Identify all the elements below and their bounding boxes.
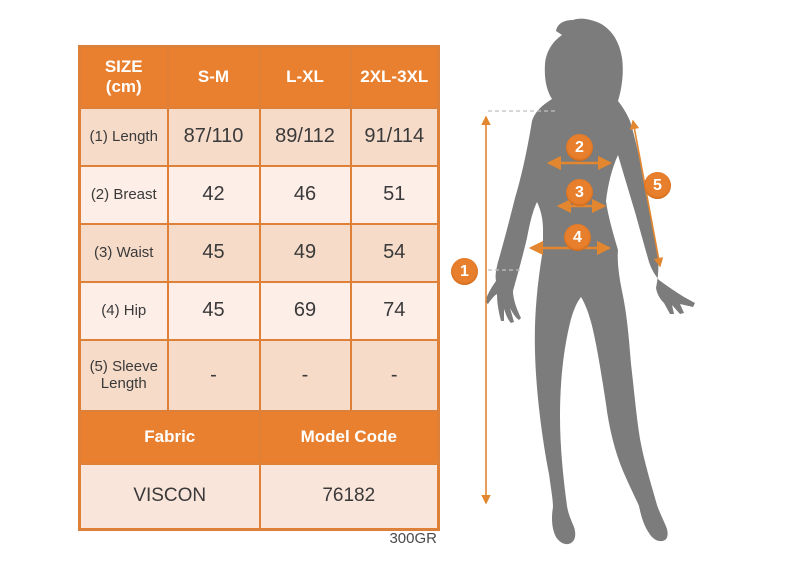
col-header-2xl3xl: 2XL-3XL	[349, 45, 440, 109]
length-2xl3xl: 91/114	[349, 106, 440, 167]
row-label: (5) Sleeve Length	[78, 338, 169, 412]
model-code-value: 76182	[258, 462, 440, 531]
body-silhouette	[485, 18, 695, 545]
marker-3: 3	[566, 179, 593, 206]
fabric-value: VISCON	[78, 462, 261, 531]
size-cm-header: SIZE (cm)	[78, 45, 169, 109]
fabric-header: Fabric	[78, 409, 261, 465]
table-footer-value-row: VISCON 76182	[78, 462, 440, 531]
marker-1: 1	[451, 258, 478, 285]
col-header-sm: S-M	[166, 45, 261, 109]
size-chart-table: SIZE (cm) S-M L-XL 2XL-3XL (1) Length 87…	[78, 45, 440, 531]
row-label: (1) Length	[78, 106, 169, 167]
table-footer-header-row: Fabric Model Code	[78, 409, 440, 465]
marker-5: 5	[644, 172, 671, 199]
waist-lxl: 49	[258, 222, 352, 283]
table-row-breast: (2) Breast 42 46 51	[78, 164, 440, 225]
hip-lxl: 69	[258, 280, 352, 341]
weight-note: 300GR	[389, 530, 437, 547]
table-header-row: SIZE (cm) S-M L-XL 2XL-3XL	[78, 45, 440, 109]
model-code-header: Model Code	[258, 409, 440, 465]
table-row-hip: (4) Hip 45 69 74	[78, 280, 440, 341]
sleeve-sm: -	[166, 338, 261, 412]
waist-2xl3xl: 54	[349, 222, 440, 283]
row-label: (4) Hip	[78, 280, 169, 341]
sleeve-2xl3xl: -	[349, 338, 440, 412]
marker-4: 4	[564, 224, 591, 251]
sleeve-lxl: -	[258, 338, 352, 412]
breast-sm: 42	[166, 164, 261, 225]
breast-lxl: 46	[258, 164, 352, 225]
table-row-length: (1) Length 87/110 89/112 91/114	[78, 106, 440, 167]
hip-sm: 45	[166, 280, 261, 341]
row-label: (2) Breast	[78, 164, 169, 225]
waist-sm: 45	[166, 222, 261, 283]
table-row-waist: (3) Waist 45 49 54	[78, 222, 440, 283]
breast-2xl3xl: 51	[349, 164, 440, 225]
length-lxl: 89/112	[258, 106, 352, 167]
row-label: (3) Waist	[78, 222, 169, 283]
marker-2: 2	[566, 134, 593, 161]
table-row-sleeve: (5) Sleeve Length - - -	[78, 338, 440, 412]
hip-2xl3xl: 74	[349, 280, 440, 341]
length-sm: 87/110	[166, 106, 261, 167]
col-header-lxl: L-XL	[258, 45, 352, 109]
